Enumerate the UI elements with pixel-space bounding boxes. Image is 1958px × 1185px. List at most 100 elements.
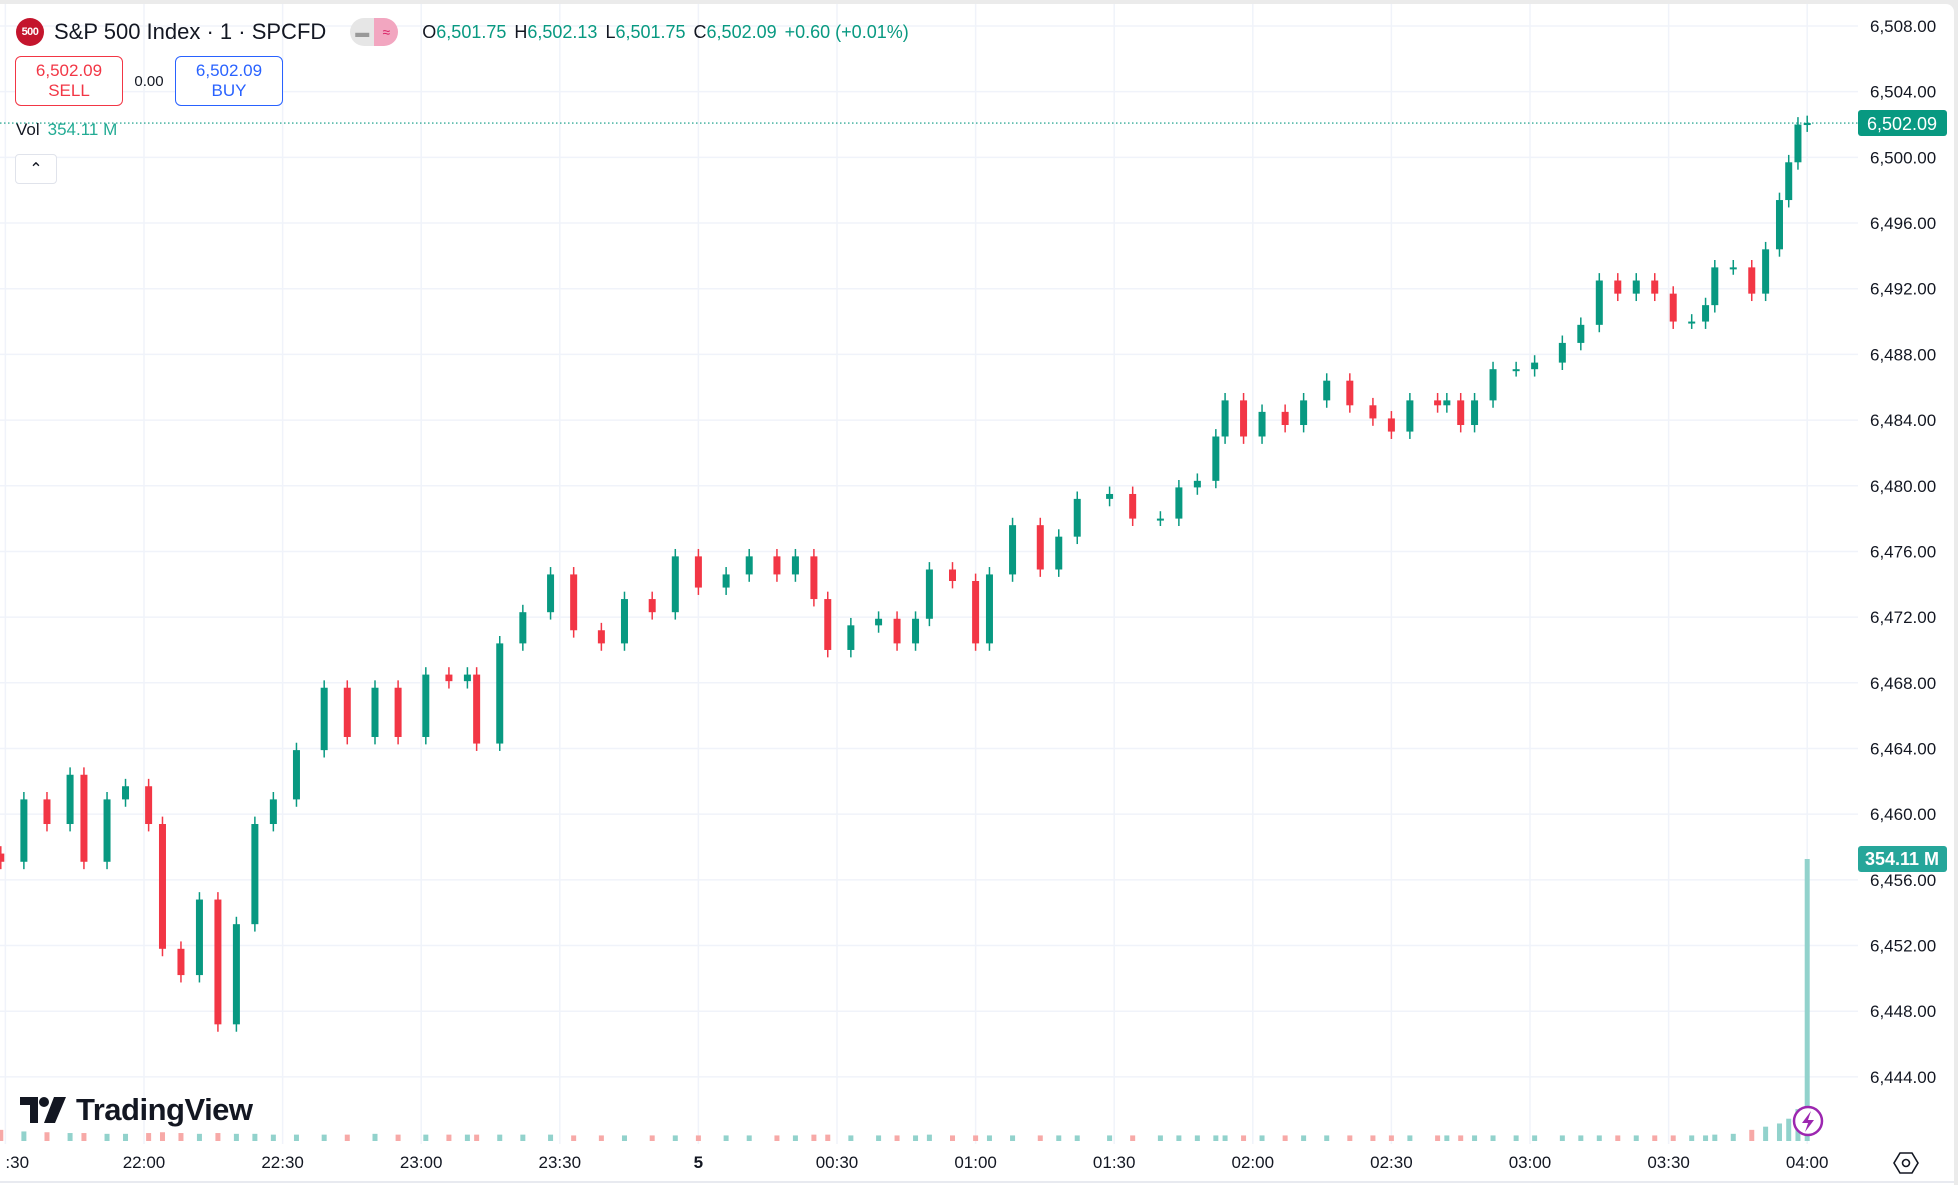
volume-bar xyxy=(146,1133,152,1141)
candle-body xyxy=(473,674,481,744)
price-tick-label: 6,464.00 xyxy=(1870,739,1936,758)
volume-bar xyxy=(423,1134,429,1141)
candle-body xyxy=(1614,280,1622,294)
candle-body xyxy=(371,687,379,737)
volume-bar xyxy=(464,1134,470,1141)
volume-bar xyxy=(649,1135,655,1141)
volume-bar xyxy=(1444,1135,1450,1141)
symbol-title[interactable]: S&P 500 Index · 1 · SPCFD xyxy=(54,19,327,44)
open-value: 6,501.75 xyxy=(436,21,507,42)
price-chart[interactable]: 6,508.00 6,504.00 6,500.00 6,496.00 6,492.00… xyxy=(0,4,1954,1185)
volume-bar xyxy=(848,1135,854,1141)
volume-bar xyxy=(1804,859,1810,1141)
volume-bar xyxy=(1763,1126,1769,1141)
market-status-pill[interactable]: ▬ ≈ xyxy=(350,18,399,46)
candle-body xyxy=(1106,493,1114,499)
minus-icon: ▬ xyxy=(350,18,375,46)
sell-label: SELL xyxy=(48,81,90,100)
volume-bar xyxy=(67,1133,73,1141)
candle-body xyxy=(875,618,883,626)
candle-body xyxy=(791,556,799,575)
candle-body xyxy=(1531,362,1539,370)
volume-bar xyxy=(1749,1129,1755,1141)
candle-body xyxy=(1036,525,1044,570)
close-label: C xyxy=(693,21,707,42)
volume-tag-label: 354.11 M xyxy=(1865,849,1939,869)
price-tick-label: 6,468.00 xyxy=(1870,674,1936,693)
candle-body xyxy=(1221,400,1229,437)
volume-bar xyxy=(0,1129,4,1141)
volume-bar xyxy=(321,1134,327,1141)
candle-body xyxy=(1457,400,1465,426)
volume-bar xyxy=(1703,1135,1709,1141)
volume-bar xyxy=(913,1135,919,1141)
price-tick-label: 6,444.00 xyxy=(1870,1068,1936,1087)
volume-bar xyxy=(571,1135,577,1141)
time-tick-label: 03:00 xyxy=(1509,1153,1552,1172)
sell-button[interactable]: 6,502.09 SELL xyxy=(15,56,123,106)
volume-bar xyxy=(1786,1118,1792,1141)
volume-tag xyxy=(1858,846,1947,872)
buy-button[interactable]: 6,502.09 BUY xyxy=(175,56,283,106)
volume-bar xyxy=(876,1135,882,1141)
volume-bar xyxy=(1130,1135,1136,1141)
candle-body xyxy=(912,618,920,644)
tradingview-logo-icon xyxy=(20,1097,66,1123)
last-price-tag-label: 6,502.09 xyxy=(1867,114,1937,134)
collapse-legend-button[interactable]: ⌃ xyxy=(15,154,57,184)
candle-body xyxy=(0,853,5,862)
volume-bar xyxy=(1407,1135,1413,1141)
price-tick-label: 6,480.00 xyxy=(1870,477,1936,496)
volume-bar xyxy=(1056,1135,1062,1141)
volume-bar xyxy=(986,1135,992,1141)
high-label: H xyxy=(514,21,528,42)
time-tick-label: 04:00 xyxy=(1786,1153,1829,1172)
candle-body xyxy=(1775,200,1783,250)
volume-bar xyxy=(598,1135,604,1141)
volume-bar xyxy=(1347,1135,1353,1141)
volume-bar xyxy=(372,1133,378,1141)
change-value: +0.60 (+0.01%) xyxy=(784,21,909,42)
volume-bar xyxy=(159,1132,165,1141)
candle-body xyxy=(1323,380,1331,401)
open-label: O xyxy=(422,21,437,42)
volume-bar xyxy=(1435,1135,1441,1141)
volume-bar xyxy=(1670,1135,1676,1141)
tradingview-logo[interactable]: TradingView xyxy=(20,1092,253,1128)
candle-body xyxy=(1055,536,1063,570)
price-tick-label: 6,508.00 xyxy=(1870,17,1936,36)
price-tick-label: 6,476.00 xyxy=(1870,542,1936,561)
buy-price: 6,502.09 xyxy=(195,61,263,80)
volume-bar xyxy=(1259,1135,1265,1141)
candle-body xyxy=(1281,411,1289,426)
price-tick-label: 6,492.00 xyxy=(1870,280,1936,299)
volume-bar xyxy=(474,1134,480,1141)
volume-bar xyxy=(1689,1135,1695,1141)
volume-bar xyxy=(1730,1133,1736,1141)
time-tick-label: 5 xyxy=(694,1153,703,1172)
chart-header: 500 S&P 500 Index · 1 · SPCFD ▬ ≈ O6,501… xyxy=(16,18,909,46)
approx-icon: ≈ xyxy=(374,18,399,46)
lightning-icon[interactable] xyxy=(1792,1105,1824,1137)
time-tick-label: 22:00 xyxy=(123,1153,166,1172)
volume-bar xyxy=(672,1135,678,1141)
candle-body xyxy=(1794,124,1802,163)
volume-bar xyxy=(950,1135,955,1141)
volume-bar xyxy=(44,1132,50,1141)
candle-body xyxy=(648,599,656,613)
volume-bar xyxy=(293,1134,299,1141)
volume-legend[interactable]: Vol 354.11 M xyxy=(16,120,117,140)
volume-bar xyxy=(1712,1134,1718,1141)
settings-hexagon-icon[interactable] xyxy=(1893,1150,1919,1176)
volume-bar xyxy=(1532,1135,1538,1141)
candle-body xyxy=(343,687,351,737)
close-value: 6,502.09 xyxy=(706,21,777,42)
volume-bar xyxy=(548,1134,554,1141)
candle-body xyxy=(1785,162,1793,201)
buy-label: BUY xyxy=(211,81,247,100)
volume-bar xyxy=(446,1134,452,1141)
volume-bar xyxy=(1633,1135,1639,1141)
volume-bar xyxy=(233,1133,239,1141)
candle-body xyxy=(80,774,88,862)
volume-bar xyxy=(1513,1135,1519,1141)
